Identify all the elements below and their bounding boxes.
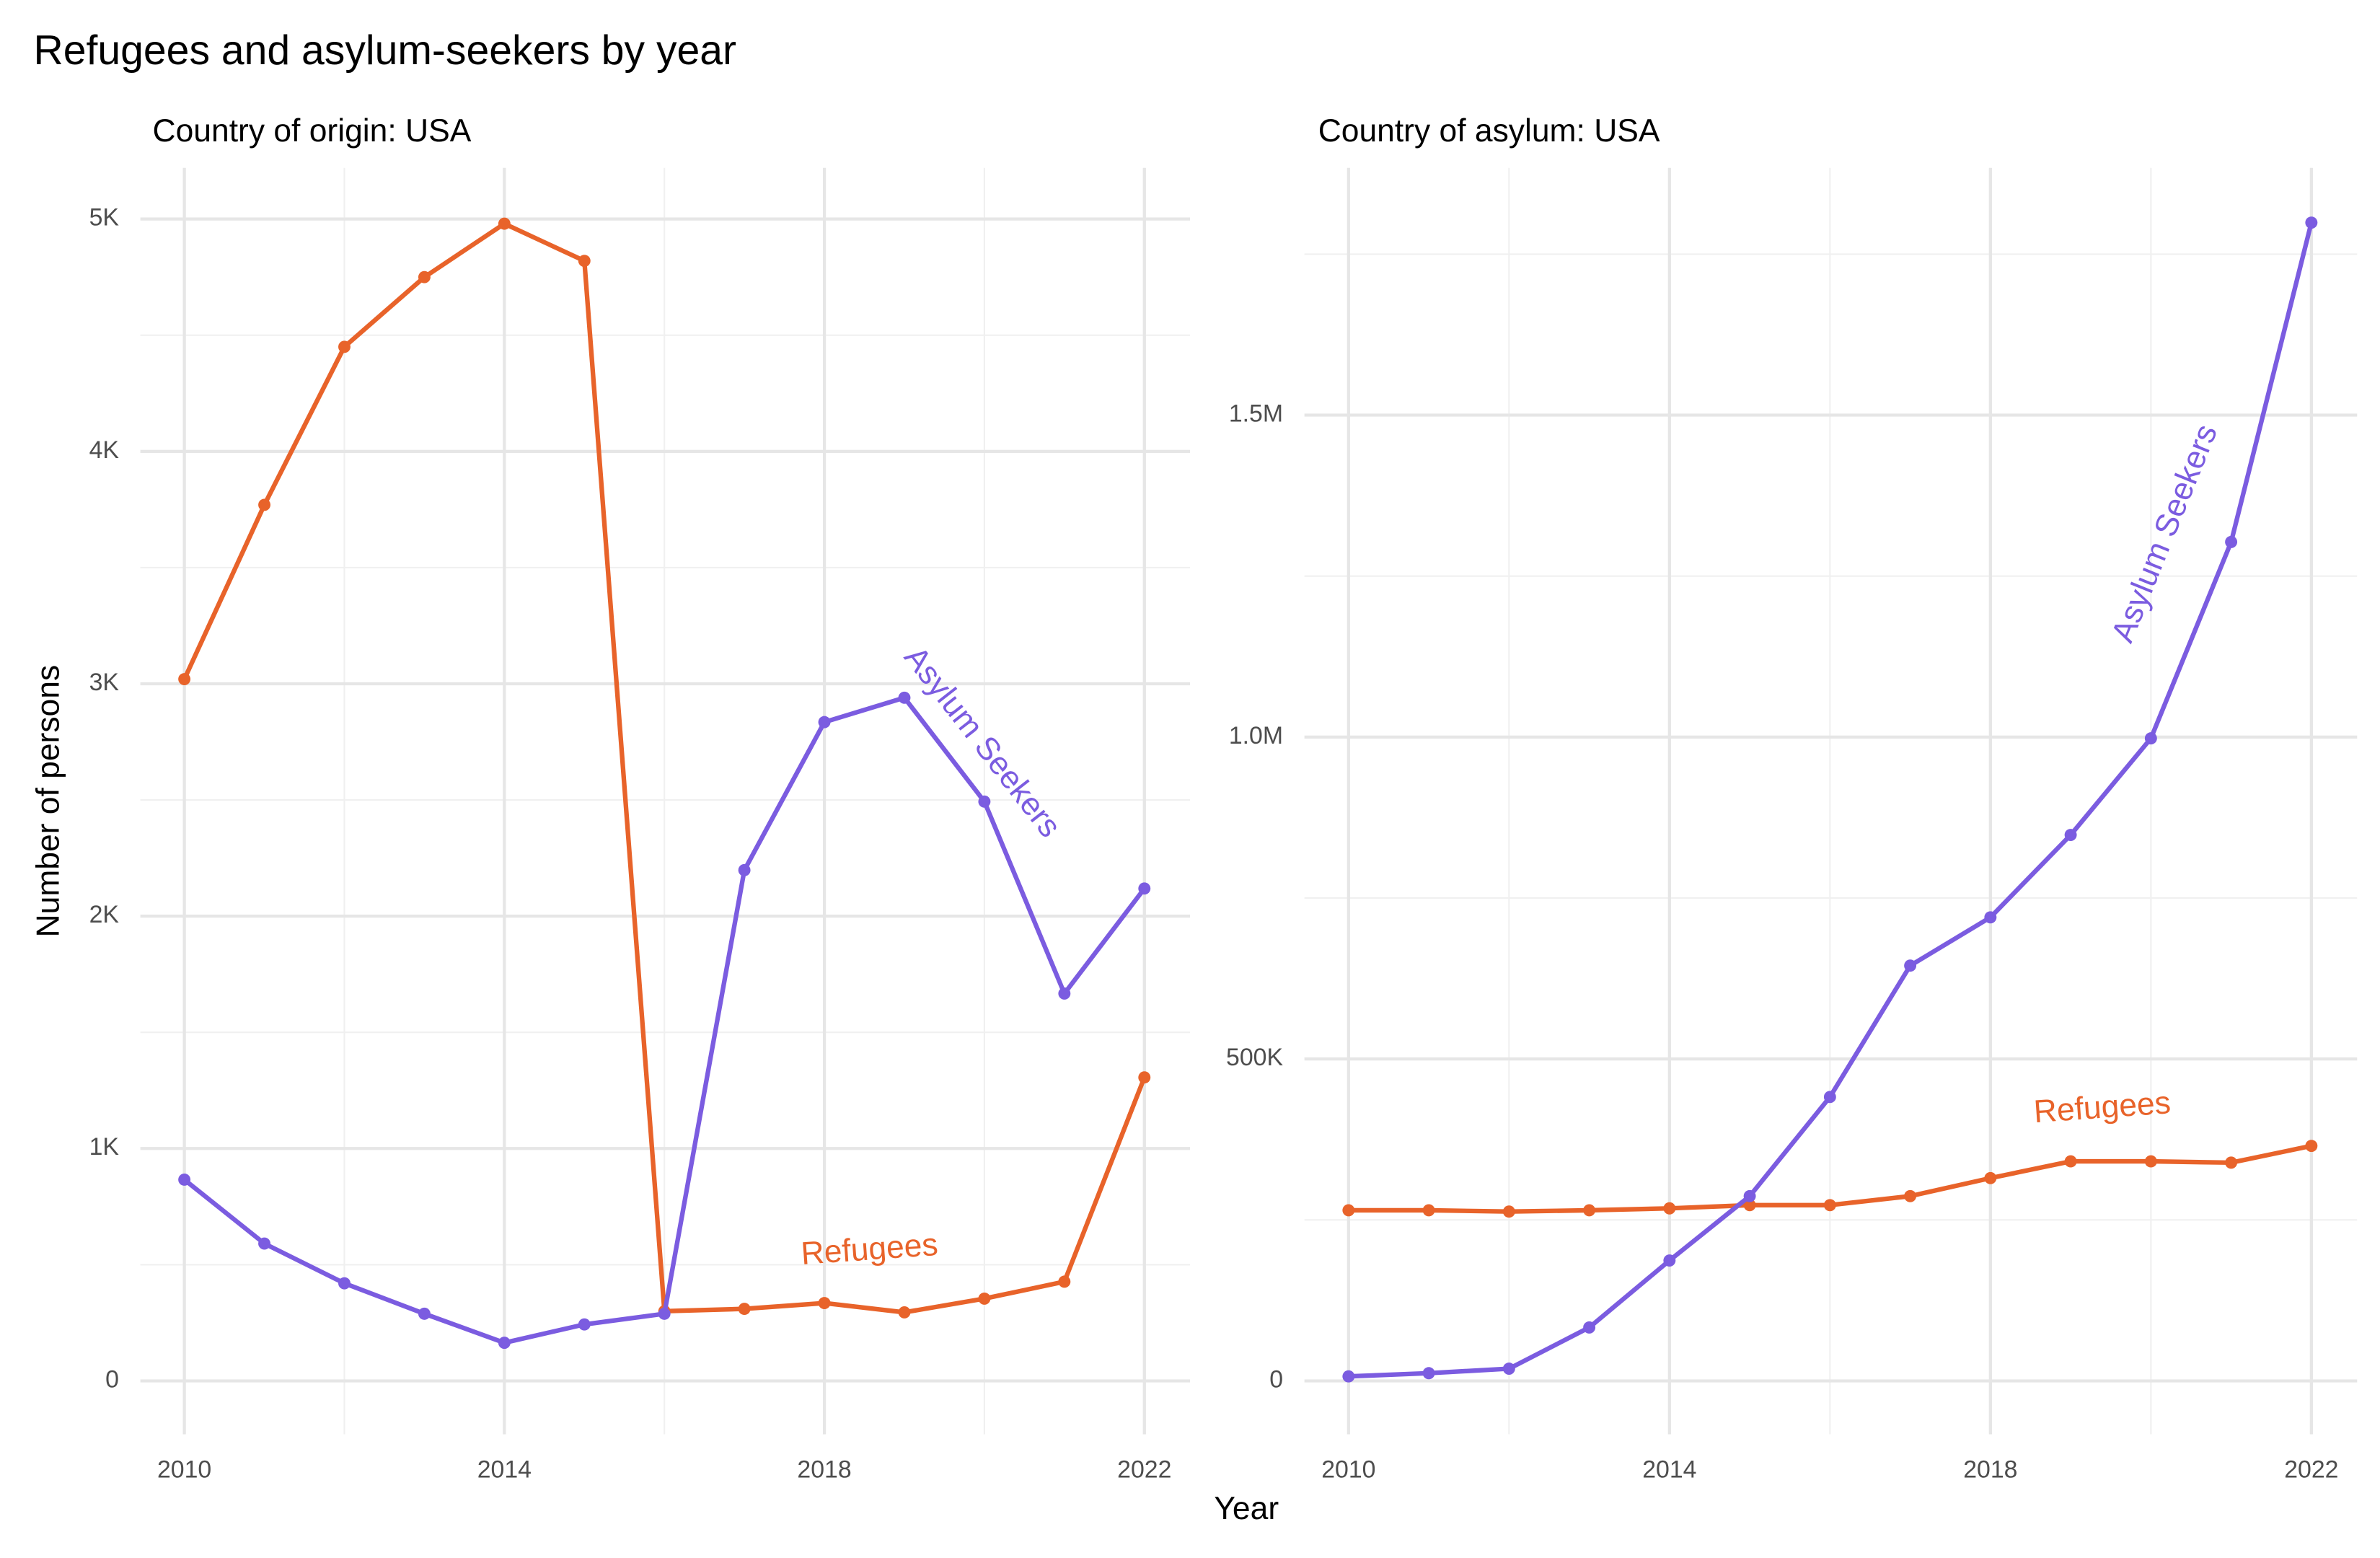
y-tick-label: 5K	[89, 204, 120, 232]
data-point	[1058, 987, 1071, 1000]
x-axis-label: Year	[1214, 1491, 1279, 1526]
y-tick-label: 0	[1269, 1365, 1283, 1393]
data-point	[1743, 1199, 1756, 1212]
data-point	[2144, 1155, 2157, 1168]
data-point	[418, 1307, 431, 1320]
data-point	[2144, 732, 2157, 745]
data-point	[1823, 1091, 1836, 1104]
chart-title: Refugees and asylum-seekers by year	[34, 27, 737, 74]
y-tick-label: 1K	[89, 1133, 120, 1161]
data-point	[578, 255, 591, 268]
data-point	[1583, 1204, 1596, 1217]
data-point	[2064, 829, 2077, 841]
data-point	[2225, 1156, 2238, 1169]
data-point	[1904, 959, 1917, 972]
data-point	[2305, 1140, 2318, 1153]
data-point	[1583, 1321, 1596, 1334]
data-point	[578, 1318, 591, 1331]
y-tick-label: 500K	[1226, 1044, 1283, 1071]
data-point	[818, 716, 831, 729]
data-point	[1138, 882, 1151, 895]
data-point	[1058, 1275, 1071, 1288]
x-tick-label: 2018	[797, 1456, 851, 1483]
data-point	[1138, 1071, 1151, 1084]
data-point	[1342, 1204, 1355, 1217]
data-point	[2064, 1155, 2077, 1168]
data-point	[258, 1237, 271, 1250]
y-tick-label: 2K	[89, 901, 120, 928]
x-tick-label: 2010	[157, 1456, 211, 1483]
data-point	[1342, 1370, 1355, 1383]
data-point	[1984, 911, 1997, 924]
x-tick-label: 2014	[477, 1456, 532, 1483]
data-point	[498, 217, 511, 230]
x-tick-label: 2022	[2284, 1456, 2338, 1483]
data-point	[2225, 535, 2238, 548]
data-point	[1502, 1205, 1515, 1218]
data-point	[258, 498, 271, 511]
data-point	[418, 270, 431, 283]
data-point	[1663, 1202, 1676, 1215]
data-point	[978, 795, 991, 808]
x-tick-label: 2022	[1117, 1456, 1171, 1483]
data-point	[898, 691, 911, 704]
data-point	[1743, 1189, 1756, 1202]
x-tick-label: 2014	[1642, 1456, 1696, 1483]
data-point	[1904, 1189, 1917, 1202]
y-axis-label: Number of persons	[31, 665, 66, 938]
data-point	[818, 1297, 831, 1309]
data-point	[338, 340, 351, 353]
data-point	[1823, 1199, 1836, 1212]
data-point	[738, 1303, 751, 1316]
y-tick-label: 1.5M	[1229, 400, 1283, 427]
data-point	[178, 1174, 191, 1186]
data-point	[978, 1292, 991, 1305]
panel-title: Country of origin: USA	[153, 113, 472, 149]
data-point	[738, 863, 751, 876]
x-tick-label: 2018	[1963, 1456, 2017, 1483]
data-point	[658, 1307, 671, 1320]
data-point	[1663, 1254, 1676, 1267]
panel-title: Country of asylum: USA	[1318, 113, 1660, 149]
y-tick-label: 1.0M	[1229, 722, 1283, 749]
x-tick-label: 2010	[1321, 1456, 1375, 1483]
data-point	[498, 1337, 511, 1350]
data-point	[898, 1306, 911, 1319]
data-point	[2305, 216, 2318, 229]
data-point	[1984, 1171, 1997, 1184]
data-point	[178, 673, 191, 686]
data-point	[338, 1277, 351, 1290]
y-tick-label: 0	[105, 1365, 119, 1393]
data-point	[1502, 1363, 1515, 1375]
data-point	[1422, 1204, 1435, 1217]
y-tick-label: 3K	[89, 669, 120, 696]
y-tick-label: 4K	[89, 436, 120, 464]
data-point	[1422, 1367, 1435, 1380]
